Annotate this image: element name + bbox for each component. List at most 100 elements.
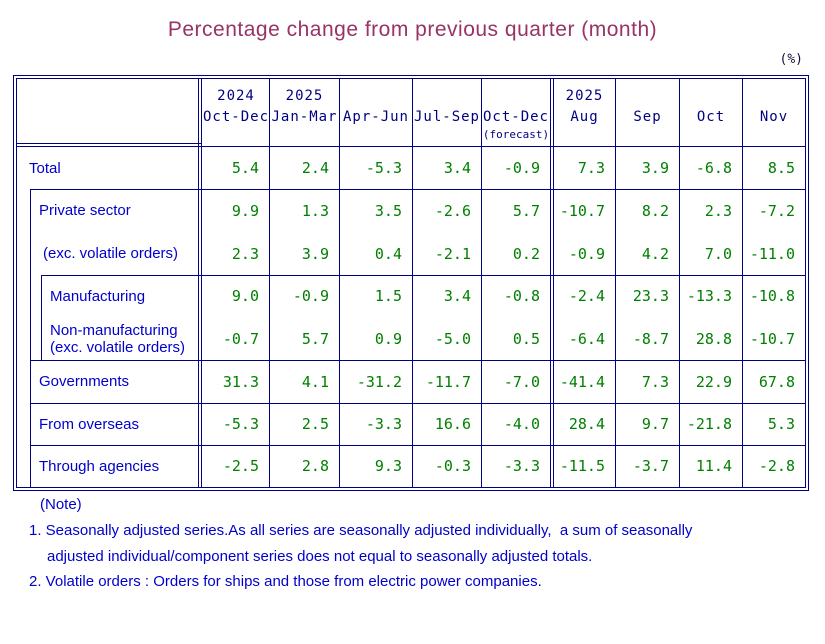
column-header-sep: Sep [616, 79, 679, 147]
row-label-text: Non-manufacturing [50, 321, 178, 339]
value-cell: -0.7 [222, 329, 259, 348]
value-cell: 5.4 [231, 159, 259, 177]
value-cell: 2.8 [301, 457, 329, 475]
value-cell: -31.2 [356, 372, 402, 391]
column-period: Sep [633, 109, 662, 125]
row-label-total: Total [29, 147, 61, 189]
column-period: Aug [570, 109, 599, 125]
column-period: Oct-Dec [203, 109, 270, 125]
value-cell: -11.0 [749, 244, 795, 263]
column-header-oct-dec-forecast: Oct-Dec (forecast) [482, 79, 550, 147]
column-period: Oct-Dec [482, 109, 549, 125]
value-cell: 11.4 [695, 457, 732, 475]
value-cell: 31.3 [222, 372, 259, 391]
row-label-governments: Governments [39, 360, 129, 403]
value-cell: 2.3 [231, 244, 259, 263]
column-period: Jan-Mar [271, 109, 338, 125]
grid-line [269, 79, 270, 487]
value-cell: -0.9 [292, 287, 329, 305]
value-cell: 3.4 [443, 287, 471, 305]
value-cell: -8.7 [632, 329, 669, 348]
value-cell: 3.4 [443, 159, 471, 177]
value-cell: -2.1 [434, 244, 471, 263]
value-cell: -0.8 [503, 287, 540, 305]
row-label-through-agencies: Through agencies [39, 445, 159, 487]
value-cell: 2.3 [704, 201, 732, 220]
value-cell: 5.7 [301, 329, 329, 348]
value-cell: -0.9 [568, 244, 605, 263]
value-cell: -10.8 [749, 287, 795, 305]
value-cell: -5.3 [222, 415, 259, 433]
value-cell: -41.4 [559, 372, 605, 391]
value-cell: -11.5 [559, 457, 605, 475]
value-cell: 4.2 [641, 244, 669, 263]
value-cell: -3.7 [632, 457, 669, 475]
grid-line [679, 79, 680, 487]
value-cell: -5.0 [434, 329, 471, 348]
column-header-oct: Oct [680, 79, 742, 147]
value-cell: -10.7 [559, 201, 605, 220]
value-cell: -21.8 [686, 415, 732, 433]
value-cell: -3.3 [365, 415, 402, 433]
value-cell: 0.4 [374, 244, 402, 263]
grid-line [339, 79, 340, 487]
grid-line [615, 79, 616, 487]
value-cell: 7.0 [704, 244, 732, 263]
value-cell: 7.3 [577, 159, 605, 177]
row-line [30, 189, 805, 190]
value-cell: -6.4 [568, 329, 605, 348]
note-line-2: 2. Volatile orders : Orders for ships an… [29, 573, 542, 590]
value-cell: 5.7 [512, 201, 540, 220]
column-header-oct-dec-2024: 2024 Oct-Dec [203, 79, 269, 147]
column-year: 2024 [217, 88, 255, 104]
data-table: 2024 Oct-Dec 2025 Jan-Mar Apr-Jun Jul-Se… [13, 75, 809, 491]
value-cell: 0.5 [512, 329, 540, 348]
page-title: Percentage change from previous quarter … [167, 18, 658, 41]
note-heading: (Note) [40, 496, 82, 513]
value-cell: -6.8 [695, 159, 732, 177]
column-note: (forecast) [482, 128, 550, 141]
value-cell: 7.3 [641, 372, 669, 391]
value-cell: -7.0 [503, 372, 540, 391]
value-cell: 2.4 [301, 159, 329, 177]
header-bottom-line [198, 146, 805, 147]
column-period: Apr-Jun [342, 109, 409, 125]
row-label-text: Governments [39, 373, 130, 390]
separator-labels-data [198, 79, 202, 487]
column-period: Oct [696, 109, 726, 125]
value-cell: -0.3 [434, 457, 471, 475]
row-line [30, 403, 805, 404]
row-label-text: Through agencies [39, 457, 160, 475]
value-cell: -10.7 [749, 329, 795, 348]
row-label-text: From overseas [39, 415, 140, 433]
value-cell: 16.6 [434, 415, 471, 433]
value-cell: -3.3 [503, 457, 540, 475]
note-line-1: 1. Seasonally adjusted series.As all ser… [29, 522, 693, 539]
row-line [30, 445, 805, 446]
value-cell: -7.2 [758, 201, 795, 220]
value-cell: 1.3 [301, 201, 329, 220]
grid-line [742, 79, 743, 487]
grid-line [412, 79, 413, 487]
value-cell: 1.5 [374, 287, 402, 305]
column-period: Nov [759, 109, 789, 125]
row-label-text: Private sector [39, 202, 131, 219]
row-line [41, 275, 805, 276]
unit-label: (%) [779, 52, 803, 67]
value-cell: -2.4 [568, 287, 605, 305]
hierarchy-line-level2 [41, 275, 42, 360]
column-header-nov: Nov [743, 79, 805, 147]
row-label-subtext: (exc. volatile orders) [50, 338, 186, 356]
column-year: 2025 [565, 88, 604, 104]
column-year: 2025 [285, 88, 324, 104]
value-cell: -13.3 [686, 287, 732, 305]
value-cell: 5.3 [767, 415, 795, 433]
row-label-text: (exc. volatile orders) [43, 245, 179, 262]
row-label-exc-volatile-orders: (exc. volatile orders) [43, 232, 178, 275]
value-cell: 28.4 [568, 415, 605, 433]
value-cell: -2.5 [222, 457, 259, 475]
value-cell: 8.5 [767, 159, 795, 177]
value-cell: -0.9 [503, 159, 540, 177]
column-period: Jul-Sep [413, 109, 480, 125]
grid-line [481, 79, 482, 487]
